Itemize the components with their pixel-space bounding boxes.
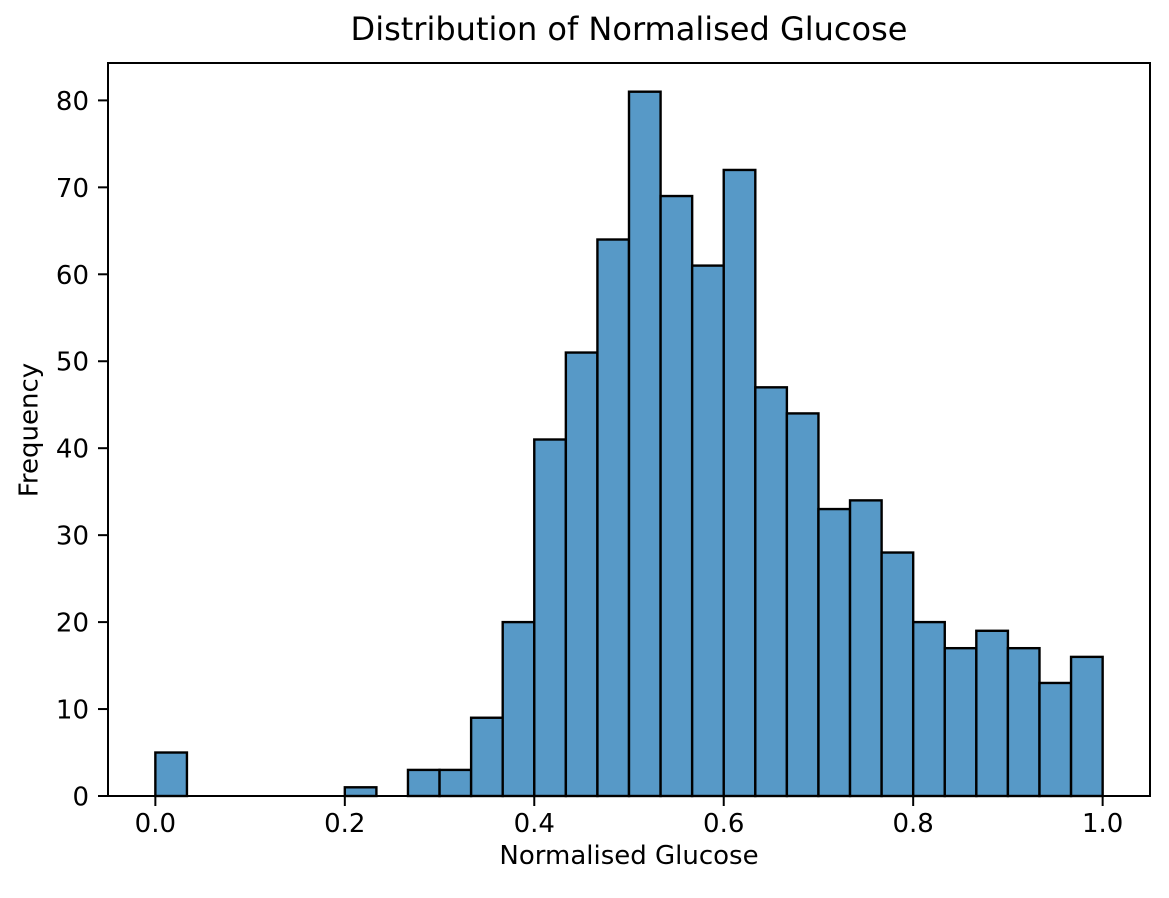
histogram-bar	[343, 786, 378, 798]
histogram-bar	[848, 499, 883, 798]
chart-title: Distribution of Normalised Glucose	[350, 10, 908, 48]
histogram-bar	[469, 716, 504, 798]
histogram-bar	[564, 351, 599, 798]
y-tick-label: 60	[56, 261, 89, 291]
histogram-bar	[817, 507, 852, 798]
histogram-bar	[627, 90, 662, 798]
x-axis-label: Normalised Glucose	[499, 841, 759, 871]
histogram-bar	[533, 438, 568, 798]
plot-border	[107, 62, 1151, 797]
x-tick-label: 0.2	[324, 809, 365, 839]
y-tick-label: 20	[56, 609, 89, 639]
y-tick-label: 80	[56, 87, 89, 117]
histogram-bar	[596, 238, 631, 798]
histogram-bar	[1069, 655, 1104, 798]
x-tick-label: 0.6	[703, 809, 744, 839]
histogram-bar	[1006, 646, 1041, 798]
y-tick-label: 40	[56, 435, 89, 465]
y-tick-label: 0	[72, 783, 89, 813]
histogram-bar	[1038, 681, 1073, 798]
histogram-bar	[754, 386, 789, 798]
histogram-bar	[785, 412, 820, 798]
histogram-bar	[154, 751, 189, 798]
histogram-bar	[438, 768, 473, 798]
histogram-bar	[880, 551, 915, 798]
y-axis-label: Frequency	[14, 362, 45, 498]
x-tick-label: 0.8	[893, 809, 934, 839]
histogram-bar	[406, 768, 441, 798]
histogram-bar	[975, 629, 1010, 798]
histogram-bar	[501, 620, 536, 798]
x-tick-label: 0.0	[135, 809, 176, 839]
histogram-bar	[722, 168, 757, 798]
y-tick-label: 70	[56, 174, 89, 204]
histogram-bar	[943, 646, 978, 798]
x-tick-label: 0.4	[514, 809, 555, 839]
histogram-bar	[690, 264, 725, 798]
histogram-bar	[911, 620, 946, 798]
y-tick-label: 10	[56, 696, 89, 726]
histogram-bar	[659, 194, 694, 798]
y-tick-label: 30	[56, 522, 89, 552]
x-tick-label: 1.0	[1082, 809, 1123, 839]
y-tick-label: 50	[56, 348, 89, 378]
